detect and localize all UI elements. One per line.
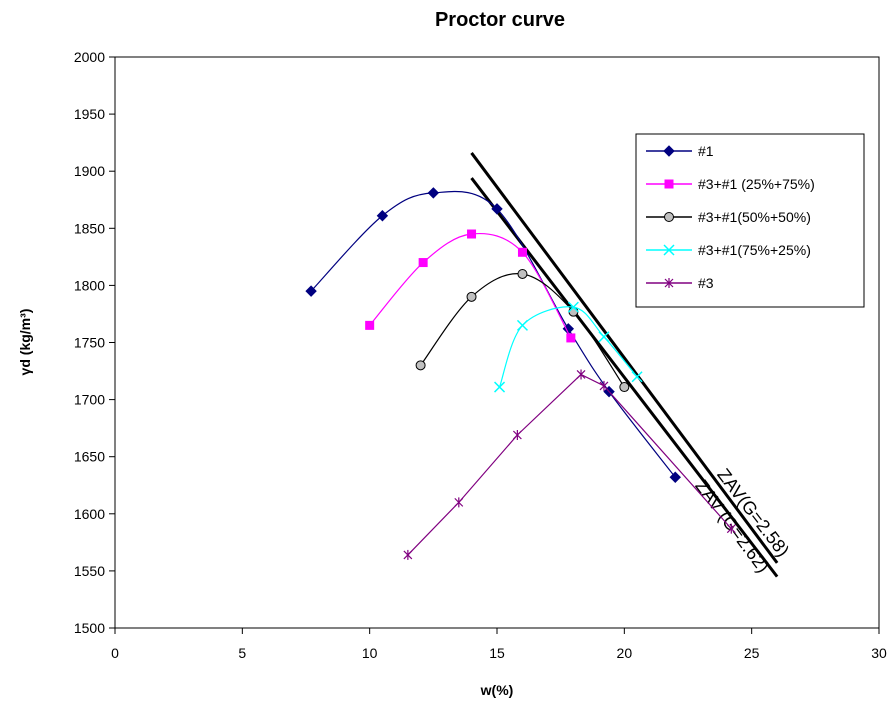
data-point [466,291,477,302]
data-point [669,471,681,483]
legend-marker [664,278,674,288]
data-point [418,258,428,268]
data-point [454,497,464,508]
y-tick-label: 1700 [74,392,105,408]
y-tick-label: 1850 [74,220,105,236]
data-point [576,369,586,380]
legend-label: #3+#1(75%+25%) [698,242,811,258]
x-tick-label: 25 [744,645,760,661]
legend-item: #3 [646,275,714,291]
legend-marker [664,212,674,222]
legend-marker [663,244,675,256]
y-tick-label: 1500 [74,620,105,636]
zav-line [470,152,779,564]
series-group [305,187,736,560]
legend-label: #3 [698,275,714,291]
data-point [512,430,522,441]
data-point [619,382,630,393]
data-point [494,381,506,393]
x-tick-label: 5 [238,645,246,661]
data-point [491,203,503,215]
data-point [598,331,610,343]
y-tick-label: 2000 [74,49,105,65]
data-point [427,187,440,199]
data-point [599,380,609,391]
x-tick-label: 15 [489,645,505,661]
legend-item: #3+#1 (25%+75%) [646,176,815,192]
x-tick-label: 10 [362,645,378,661]
x-tick-label: 0 [111,645,119,661]
legend-label: #3+#1(50%+50%) [698,209,811,225]
y-tick-label: 1900 [74,163,105,179]
x-tick-label: 30 [871,645,887,661]
y-tick-label: 1950 [74,106,105,122]
data-point [415,360,426,371]
x-axis: 0 5 10 15 20 25 30 [111,628,887,661]
y-tick-label: 1750 [74,335,105,351]
data-point [467,229,477,239]
data-point [631,371,643,383]
series-5 [403,369,736,560]
legend-box [635,133,865,308]
y-tick-label: 1550 [74,563,105,579]
x-axis-label: w(%) [480,682,514,698]
legend: #1 #3+#1 (25%+75%) #3+#1(50%+50%) #3+#1(75%… [635,133,865,308]
data-point [566,333,576,343]
legend-marker [663,145,675,157]
y-tick-label: 1800 [74,277,105,293]
chart-title: Proctor curve [435,9,565,31]
legend-item: #1 [646,143,714,159]
data-point [517,247,527,257]
data-point [567,301,579,313]
data-point [517,268,528,279]
data-point [726,523,736,534]
x-tick-label: 20 [617,645,633,661]
series-line [407,373,732,556]
y-tick-label: 1600 [74,506,105,522]
y-axis: 1500 1550 1600 1650 1700 1750 1800 1850 1900 1950… [74,49,115,636]
data-point [305,285,317,297]
legend-marker [664,179,674,189]
data-point [376,210,389,222]
data-point [568,306,579,317]
data-point [365,320,375,330]
y-axis-label: γd (kg/m³) [17,309,33,376]
data-point [516,319,528,331]
series-4 [494,301,643,393]
data-point [403,549,413,560]
y-tick-label: 1650 [74,449,105,465]
legend-label: #1 [698,143,714,159]
legend-item: #3+#1(50%+50%) [646,209,811,225]
legend-label: #3+#1 (25%+75%) [698,176,815,192]
legend-item: #3+#1(75%+25%) [646,242,811,258]
